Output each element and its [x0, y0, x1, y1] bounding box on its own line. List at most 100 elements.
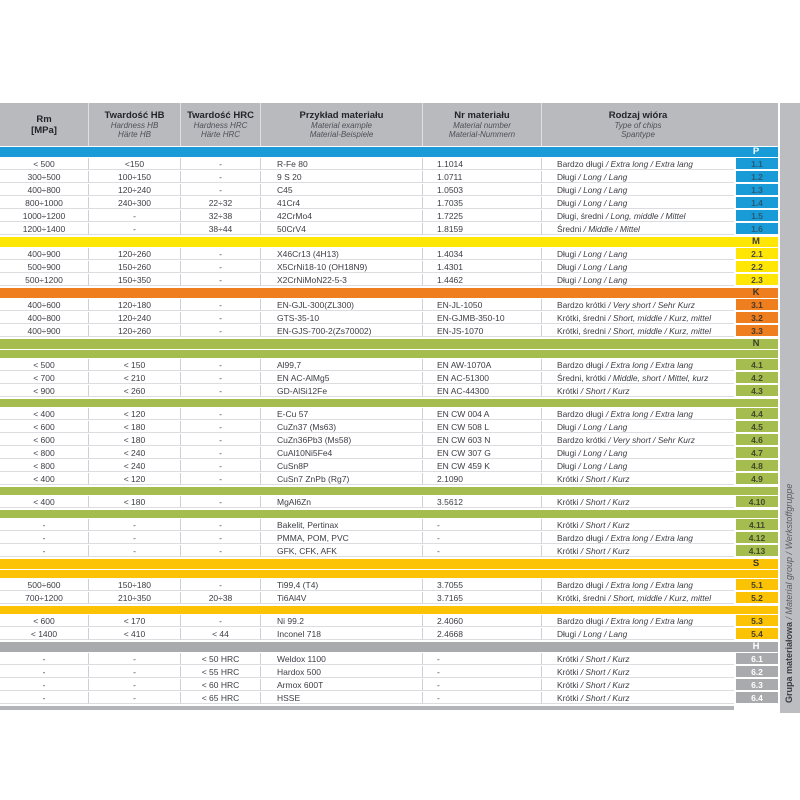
cell-example: Armox 600T — [261, 679, 423, 691]
cell-hrc: - — [181, 408, 261, 420]
cell-group-index: 1.2 — [734, 171, 778, 183]
cell-hrc: - — [181, 579, 261, 591]
material-row: 1000÷1200-32÷38 42CrMo4 1.7225 Długi, średn… — [0, 210, 778, 223]
cell-hrc: < 55 HRC — [181, 666, 261, 678]
cell-hrc: 22÷32 — [181, 197, 261, 209]
cell-group-index: 1.4 — [734, 197, 778, 209]
chips-polish: Bardzo długi — [557, 533, 604, 543]
cell-hrc: - — [181, 460, 261, 472]
material-row: < 800 < 240- CuSn8P EN CW 459 K Długi / Long… — [0, 460, 778, 473]
cell-number: EN-GJMB-350-10 — [423, 312, 542, 324]
chips-translations: / Middle / Mittel — [581, 224, 640, 234]
cell-number: - — [423, 679, 542, 691]
cell-example: 9 S 20 — [261, 171, 423, 183]
cell-number: - — [423, 692, 542, 704]
cell-hrc: - — [181, 359, 261, 371]
chips-polish: Długi — [557, 249, 577, 259]
chips-polish: Długi — [557, 629, 577, 639]
chips-polish: Bardzo długi — [557, 360, 604, 370]
cell-number: EN-JL-1050 — [423, 299, 542, 311]
chips-translations: / Short / Kurz — [578, 680, 630, 690]
cell-hb: < 150 — [89, 359, 181, 371]
column-header-line: Material-Nummern — [448, 130, 516, 139]
column-header-line: Twardość HB — [104, 109, 165, 121]
cell-group-index: 5.1 — [734, 579, 778, 591]
cell-group-index: 1.5 — [734, 210, 778, 222]
cell-rm: < 400 — [0, 408, 89, 420]
group-letter: N — [752, 338, 760, 349]
cell-hb: < 120 — [89, 408, 181, 420]
sidebar-label-translations: / Material group / Werkstoffgruppe — [784, 483, 794, 622]
cell-number: 1.0503 — [423, 184, 542, 196]
cell-hb: 120÷240 — [89, 184, 181, 196]
cell-group-index: 5.3 — [734, 615, 778, 627]
cell-group-index: 6.1 — [734, 653, 778, 665]
chips-translations: / Very short / Sehr Kurz — [605, 300, 695, 310]
material-row: < 600 < 180- CuZn37 (Ms63) EN CW 508 L Długi… — [0, 421, 778, 434]
cell-hb: 120÷260 — [89, 248, 181, 260]
cell-rm: - — [0, 679, 89, 691]
cell-rm: - — [0, 666, 89, 678]
cell-chips: Długi / Long / Lang — [542, 447, 734, 459]
column-header-hardness-hrc: Twardość HRC Hardness HRC Härte HRC — [181, 103, 261, 146]
column-header-line: Härte HB — [118, 130, 151, 139]
cell-number: 2.1090 — [423, 473, 542, 485]
cell-number: - — [423, 519, 542, 531]
cell-example: X5CrNi18-10 (OH18N9) — [261, 261, 423, 273]
group-letter: P — [752, 146, 760, 157]
cell-rm: 400÷800 — [0, 184, 89, 196]
cell-rm: 500÷600 — [0, 579, 89, 591]
cell-example: 42CrMo4 — [261, 210, 423, 222]
cell-hb: 150÷260 — [89, 261, 181, 273]
cell-chips: Bardzo krótki / Very short / Sehr Kurz — [542, 299, 734, 311]
table-header: Rm [MPa] Twardość HB Hardness HB Härte HB Twa… — [0, 103, 778, 146]
cell-hrc: - — [181, 312, 261, 324]
cell-rm: 400÷800 — [0, 312, 89, 324]
subgroup-divider — [0, 487, 778, 495]
chips-polish: Bardzo długi — [557, 159, 604, 169]
cell-hrc: - — [181, 248, 261, 260]
cell-group-index: 4.9 — [734, 473, 778, 485]
cell-example: HSSE — [261, 692, 423, 704]
cell-chips: Średni / Middle / Mittel — [542, 223, 734, 235]
cell-rm: 400÷900 — [0, 248, 89, 260]
material-row: 400÷800 120÷240- GTS-35-10 EN-GJMB-350-10 Kr… — [0, 312, 778, 325]
cell-chips: Długi / Long / Lang — [542, 628, 734, 640]
column-header-line: Härte HRC — [200, 130, 241, 139]
cell-chips: Bardzo długi / Extra long / Extra lang — [542, 615, 734, 627]
cell-hrc: - — [181, 434, 261, 446]
cell-hrc: - — [181, 158, 261, 170]
cell-example: CuAl10Ni5Fe4 — [261, 447, 423, 459]
material-row: - - - GFK, CFK, AFK - Krótki / Short / Kurz 4.… — [0, 545, 778, 558]
cell-chips: Bardzo długi / Extra long / Extra lang — [542, 579, 734, 591]
column-header-line: Przykład materiału — [299, 109, 384, 121]
cell-rm: < 400 — [0, 473, 89, 485]
cell-hb: 150÷350 — [89, 274, 181, 286]
cell-number: 1.4034 — [423, 248, 542, 260]
chips-translations: / Short / Kurz — [578, 654, 630, 664]
cell-number: EN AW-1070A — [423, 359, 542, 371]
material-row: 1200÷1400-38÷44 50CrV4 1.8159 Średni / Midd… — [0, 223, 778, 236]
cell-chips: Krótki / Short / Kurz — [542, 496, 734, 508]
cell-hb: < 240 — [89, 447, 181, 459]
chips-translations: / Short / Kurz — [578, 386, 630, 396]
cell-group-index: 6.2 — [734, 666, 778, 678]
cell-example: C45 — [261, 184, 423, 196]
chips-polish: Krótki, średni — [557, 593, 606, 603]
chips-polish: Krótki — [557, 546, 579, 556]
cell-number: 1.7225 — [423, 210, 542, 222]
cell-rm: < 600 — [0, 434, 89, 446]
cell-example: Inconel 718 — [261, 628, 423, 640]
cell-hrc: - — [181, 299, 261, 311]
cell-example: EN-GJL-300(ZL300) — [261, 299, 423, 311]
cell-rm: 700÷1200 — [0, 592, 89, 604]
cell-group-index: 1.1 — [734, 158, 778, 170]
cell-hb: - — [89, 692, 181, 704]
cell-group-index: 4.5 — [734, 421, 778, 433]
material-group-sidebar: Grupa materiałowa / Material group / Wer… — [780, 103, 800, 713]
cell-rm: 300÷500 — [0, 171, 89, 183]
cell-hrc: - — [181, 421, 261, 433]
material-row: < 900 < 260- GD-AlSi12Fe EN AC-44300 Krótki … — [0, 385, 778, 398]
cell-rm: < 1400 — [0, 628, 89, 640]
cell-group-index: 4.6 — [734, 434, 778, 446]
